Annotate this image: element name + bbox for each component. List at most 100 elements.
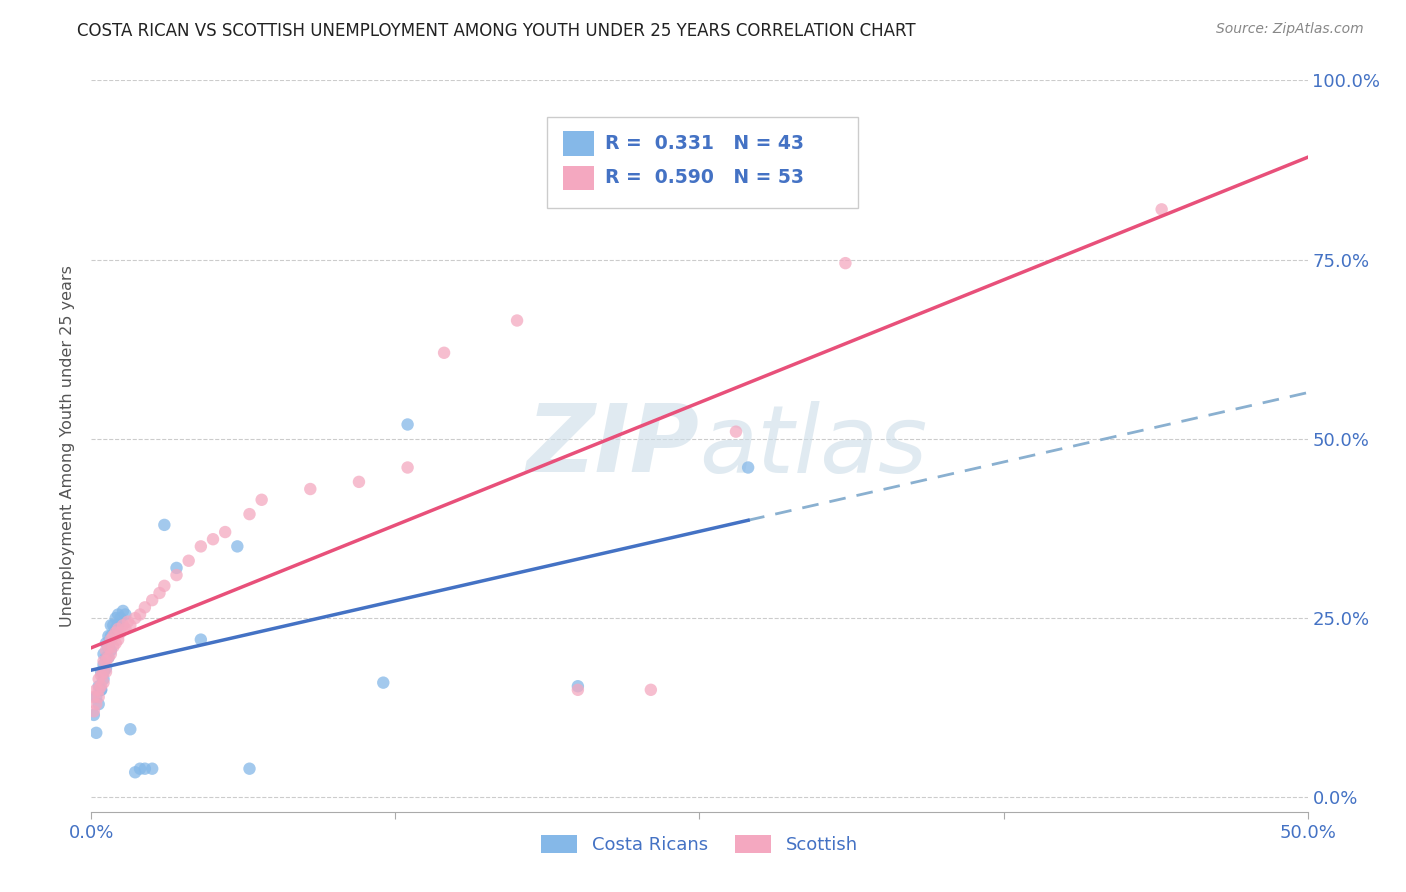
Point [190, 540, 212, 554]
Point [104, 622, 127, 636]
Point [104, 636, 127, 650]
Point [110, 625, 132, 640]
Point [177, 554, 200, 568]
Point [93, 672, 115, 686]
Legend: Costa Ricans, Scottish: Costa Ricans, Scottish [541, 835, 858, 854]
Point [117, 615, 139, 629]
Point [90, 668, 112, 682]
Point [129, 607, 152, 622]
Point [134, 762, 156, 776]
FancyBboxPatch shape [547, 117, 858, 209]
Point [141, 762, 163, 776]
Point [110, 611, 132, 625]
Text: COSTA RICAN VS SCOTTISH UNEMPLOYMENT AMONG YOUTH UNDER 25 YEARS CORRELATION CHAR: COSTA RICAN VS SCOTTISH UNEMPLOYMENT AMO… [77, 22, 915, 40]
Point [107, 632, 129, 647]
Point [93, 654, 115, 668]
Text: R =  0.331   N = 43: R = 0.331 N = 43 [605, 134, 804, 153]
Point [120, 618, 142, 632]
Text: ZIP: ZIP [527, 400, 699, 492]
Point [84, 726, 107, 740]
Point [100, 618, 122, 632]
Text: Source: ZipAtlas.com: Source: ZipAtlas.com [1216, 22, 1364, 37]
Point [83, 704, 105, 718]
Point [166, 568, 188, 582]
Point [100, 632, 122, 647]
Point [640, 682, 662, 697]
Point [724, 425, 747, 439]
Point [111, 618, 134, 632]
Text: atlas: atlas [699, 401, 928, 491]
Point [90, 682, 112, 697]
Point [87, 697, 110, 711]
Point [153, 517, 176, 532]
Point [104, 611, 127, 625]
Point [433, 345, 456, 359]
Point [373, 675, 395, 690]
Point [97, 629, 120, 643]
Point [90, 665, 112, 679]
Point [94, 654, 117, 668]
Point [567, 679, 589, 693]
Point [97, 650, 120, 665]
Point [87, 682, 110, 697]
Point [834, 256, 856, 270]
Point [90, 682, 112, 697]
Point [202, 533, 225, 547]
Point [141, 593, 163, 607]
Point [107, 607, 129, 622]
Point [299, 482, 322, 496]
Y-axis label: Unemployment Among Youth under 25 years: Unemployment Among Youth under 25 years [60, 265, 76, 627]
Point [103, 629, 125, 643]
Point [124, 611, 146, 625]
Point [129, 762, 152, 776]
Point [238, 507, 260, 521]
Point [93, 665, 115, 679]
Point [1150, 202, 1173, 217]
Point [396, 417, 419, 432]
Point [104, 625, 127, 640]
Point [97, 650, 120, 665]
Point [396, 460, 419, 475]
Point [83, 707, 105, 722]
Point [97, 640, 120, 654]
Point [97, 640, 120, 654]
Point [737, 460, 759, 475]
Point [93, 675, 115, 690]
Point [506, 313, 529, 327]
Point [84, 697, 107, 711]
Point [93, 665, 115, 679]
Point [87, 679, 110, 693]
Point [111, 604, 134, 618]
Point [94, 661, 117, 675]
Point [93, 647, 115, 661]
Point [166, 561, 188, 575]
Point [190, 632, 212, 647]
Point [134, 600, 156, 615]
Point [94, 636, 117, 650]
Point [214, 524, 236, 539]
Point [124, 765, 146, 780]
Point [83, 690, 105, 704]
Point [250, 492, 273, 507]
Point [114, 607, 136, 622]
Point [103, 629, 125, 643]
Point [94, 643, 117, 657]
Point [93, 657, 115, 672]
Point [226, 540, 249, 554]
Text: R =  0.590   N = 53: R = 0.590 N = 53 [605, 168, 804, 187]
Point [103, 618, 125, 632]
Point [103, 640, 125, 654]
Point [100, 643, 122, 657]
Point [94, 665, 117, 679]
Point [90, 679, 112, 693]
Bar [564, 166, 593, 190]
Point [114, 622, 136, 636]
Point [238, 762, 260, 776]
Point [87, 690, 110, 704]
Point [148, 586, 170, 600]
Bar [564, 131, 593, 155]
Point [84, 690, 107, 704]
Point [120, 723, 142, 737]
Point [100, 629, 122, 643]
Point [153, 579, 176, 593]
